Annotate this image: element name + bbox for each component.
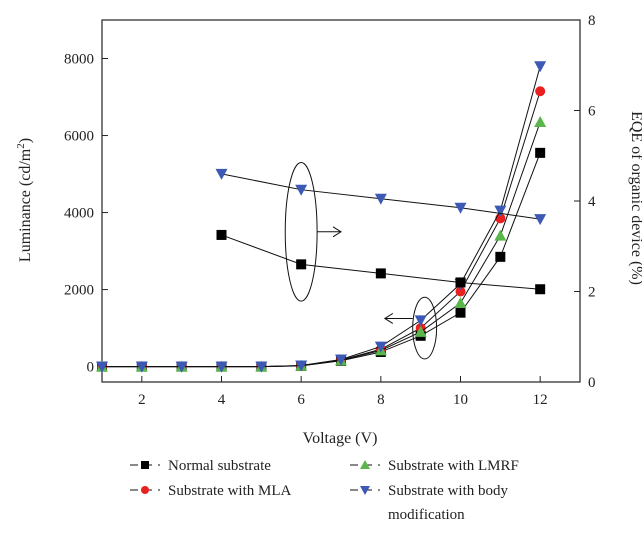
y-left-tick-label: 8000 <box>64 52 94 68</box>
x-axis-label: Voltage (V) <box>303 430 378 447</box>
data-point <box>216 229 227 240</box>
data-point <box>534 116 547 128</box>
y-right-tick-label: 8 <box>588 13 596 29</box>
y-left-tick-label: 6000 <box>64 129 94 145</box>
annotation-ellipse <box>412 296 438 360</box>
data-point <box>374 193 387 205</box>
legend-marker <box>360 460 370 469</box>
legend-entry: Substrate with body modification <box>350 483 508 523</box>
data-point <box>414 315 427 327</box>
annotation-ellipse <box>284 161 318 302</box>
x-tick-label: 2 <box>138 392 146 408</box>
y-left-tick-label: 0 <box>87 360 95 376</box>
data-point <box>215 361 228 373</box>
data-point <box>495 251 506 262</box>
data-point <box>535 284 546 295</box>
data-point <box>335 354 347 366</box>
data-point <box>295 184 308 196</box>
data-point <box>534 214 547 226</box>
plot-area-frame <box>101 19 581 383</box>
data-point <box>455 307 466 318</box>
x-tick-label: 12 <box>533 392 548 408</box>
data-point <box>215 168 228 180</box>
series-line <box>102 66 541 368</box>
annotation-arrow-head <box>383 313 394 324</box>
series-eqe <box>216 229 546 295</box>
annotation-arrow-head <box>332 226 342 238</box>
data-point <box>374 341 387 353</box>
data-point <box>455 286 466 297</box>
x-tick-label: 4 <box>218 392 226 408</box>
legend-entry: Normal substrate <box>130 458 271 474</box>
data-point <box>135 361 148 373</box>
y-left-tick-label: 2000 <box>64 283 94 299</box>
data-point <box>375 268 386 279</box>
data-point <box>96 361 108 373</box>
legend-entry: Substrate with LMRF <box>350 458 519 474</box>
y-axis-right-label: EQE of organic device (%) <box>628 111 642 285</box>
data-point <box>455 277 466 288</box>
y-left-tick-label: 4000 <box>64 206 94 222</box>
data-point <box>255 361 268 373</box>
legend-marker <box>141 461 149 469</box>
data-point <box>414 325 427 337</box>
data-point <box>535 147 546 158</box>
series-eqe <box>215 168 547 226</box>
y-right-tick-label: 0 <box>588 375 596 391</box>
legend-label: Normal substrate <box>168 458 271 474</box>
data-point <box>295 360 308 372</box>
series-line <box>102 121 541 368</box>
data-point <box>535 86 546 97</box>
y-right-tick-label: 4 <box>588 194 596 210</box>
y-right-tick-label: 6 <box>588 104 596 120</box>
data-point <box>175 361 188 373</box>
data-point <box>454 297 467 309</box>
series-luminance <box>96 116 547 372</box>
data-point <box>494 229 507 241</box>
series-luminance <box>97 86 546 372</box>
legend-label: Substrate with body <box>388 483 508 499</box>
x-tick-label: 8 <box>377 392 385 408</box>
x-tick-label: 6 <box>297 392 305 408</box>
legend-label: Substrate with LMRF <box>388 458 519 474</box>
data-point <box>494 205 507 217</box>
data-point <box>296 259 307 270</box>
series-line <box>102 91 541 368</box>
legend-marker <box>360 486 370 495</box>
legend-label: Substrate with MLA <box>168 483 291 499</box>
series-luminance <box>96 61 547 373</box>
y-right-tick-label: 2 <box>588 285 596 301</box>
legend-entry: Substrate with MLA <box>130 483 291 499</box>
series-line <box>221 234 541 290</box>
data-point <box>454 202 467 214</box>
legend-marker <box>141 486 149 494</box>
legend: Normal substrate Substrate with MLA Substr… <box>130 458 519 523</box>
x-tick-label: 10 <box>453 392 468 408</box>
data-point <box>534 61 547 73</box>
legend-label: modification <box>388 507 465 523</box>
y-axis-left-label: Luminance (cd/m2) <box>15 138 34 262</box>
series-line <box>102 152 541 368</box>
